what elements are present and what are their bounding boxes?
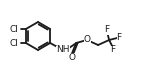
Text: O: O <box>69 52 76 61</box>
Text: F: F <box>105 25 110 35</box>
Text: F: F <box>117 34 122 42</box>
Text: NH: NH <box>56 45 70 55</box>
Text: O: O <box>84 35 91 45</box>
Text: F: F <box>111 45 116 55</box>
Text: Cl: Cl <box>9 38 18 48</box>
Text: Cl: Cl <box>9 25 18 34</box>
